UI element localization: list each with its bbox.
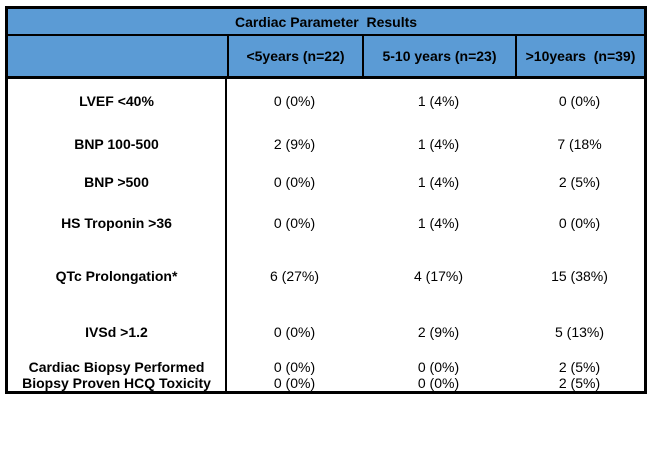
data-cell: 0 (0%) — [273, 174, 316, 190]
data-cell: 5 (13%) — [554, 324, 605, 340]
data-cell: 2 (5%) — [558, 359, 601, 375]
data-cell: 7 (18% — [557, 136, 602, 152]
data-cell: 0 (0%) — [273, 324, 316, 340]
row-label: IVSd >1.2 — [8, 305, 227, 359]
row-label: QTc Prolongation* — [8, 247, 227, 305]
table-row-ivsd: IVSd >1.2 0 (0%) 2 (9%) 5 (13%) — [8, 305, 644, 359]
row-label: BNP >500 — [8, 165, 227, 199]
data-cell: 2 (5%) — [558, 375, 601, 391]
row-label: BNP 100-500 — [8, 123, 227, 165]
table-header-row: <5years (n=22) 5-10 years (n=23) >10year… — [8, 36, 644, 79]
table-row-hs-troponin: HS Troponin >36 0 (0%) 1 (4%) 0 (0%) — [8, 199, 644, 247]
data-cell: 0 (0%) — [273, 359, 316, 375]
table-row-biopsy-proven-hcq: Biopsy Proven HCQ Toxicity 0 (0%) 0 (0%)… — [8, 375, 644, 391]
data-cell: 1 (4%) — [417, 136, 460, 152]
table-row-qtc-prolongation: QTc Prolongation* 6 (27%) 4 (17%) 15 (38… — [8, 247, 644, 305]
data-cell: 2 (9%) — [273, 136, 316, 152]
column-header-5-10-years: 5-10 years (n=23) — [362, 36, 515, 76]
table-title: Cardiac Parameter Results — [8, 9, 644, 36]
data-cell: 1 (4%) — [417, 93, 460, 109]
data-cell: 0 (0%) — [558, 93, 601, 109]
table-row-cardiac-biopsy: Cardiac Biopsy Performed 0 (0%) 0 (0%) 2… — [8, 359, 644, 375]
table-row-bnp-100-500: BNP 100-500 2 (9%) 1 (4%) 7 (18% — [8, 123, 644, 165]
row-label: Biopsy Proven HCQ Toxicity — [8, 375, 227, 391]
data-cell: 4 (17%) — [413, 268, 464, 284]
column-header-over-10-years: >10years (n=39) — [515, 36, 644, 76]
data-cell: 1 (4%) — [417, 215, 460, 231]
data-cell: 0 (0%) — [558, 215, 601, 231]
row-label: HS Troponin >36 — [8, 199, 227, 247]
table-row-bnp-over-500: BNP >500 0 (0%) 1 (4%) 2 (5%) — [8, 165, 644, 199]
data-cell: 0 (0%) — [417, 359, 460, 375]
data-cell: 1 (4%) — [417, 174, 460, 190]
data-cell: 2 (9%) — [417, 324, 460, 340]
table-row-lvef: LVEF <40% 0 (0%) 1 (4%) 0 (0%) — [8, 79, 644, 123]
data-cell: 6 (27%) — [269, 268, 320, 284]
data-cell: 15 (38%) — [551, 268, 608, 284]
data-cell: 0 (0%) — [417, 375, 460, 391]
data-cell: 2 (5%) — [558, 174, 601, 190]
row-label: LVEF <40% — [8, 79, 227, 123]
row-label: Cardiac Biopsy Performed — [8, 359, 227, 375]
header-cell-empty — [8, 36, 227, 76]
data-cell: 0 (0%) — [273, 93, 316, 109]
data-cell: 0 (0%) — [273, 375, 316, 391]
results-table: Cardiac Parameter Results <5years (n=22)… — [5, 6, 647, 394]
column-header-under-5-years: <5years (n=22) — [227, 36, 362, 76]
data-cell: 0 (0%) — [273, 215, 316, 231]
